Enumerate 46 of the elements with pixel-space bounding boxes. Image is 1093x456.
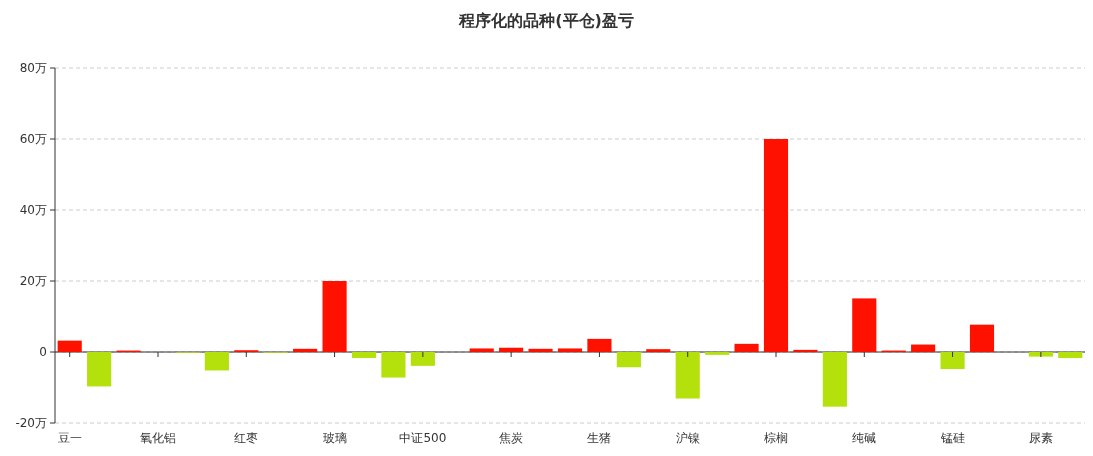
bar	[911, 344, 936, 352]
bar	[528, 348, 553, 352]
bar	[1058, 352, 1083, 359]
x-tick-label: 红枣	[234, 431, 259, 445]
x-tick-label: 纯碱	[852, 431, 877, 445]
x-tick-label: 中证500	[399, 431, 447, 445]
x-tick-label: 棕榈	[764, 431, 788, 445]
y-tick-label: 20万	[19, 274, 47, 288]
bar	[646, 349, 671, 352]
x-tick-label: 生猪	[587, 431, 612, 445]
y-tick-label: 60万	[19, 132, 47, 146]
bar	[616, 352, 641, 368]
bar	[675, 352, 700, 399]
y-tick-label: -20万	[15, 416, 47, 430]
bar	[57, 340, 82, 352]
bar	[793, 349, 818, 352]
bar	[705, 352, 730, 355]
x-tick-label: 氧化铝	[140, 431, 176, 445]
x-tick-label: 沪镍	[675, 431, 700, 445]
y-tick-label: 0	[39, 345, 47, 359]
y-tick-label: 40万	[19, 203, 47, 217]
bar	[381, 352, 406, 378]
bar	[822, 352, 847, 407]
bar	[587, 338, 612, 352]
bar	[204, 352, 229, 371]
bar	[469, 348, 494, 352]
chart-title: 程序化的品种(平仓)盈亏	[458, 11, 634, 30]
bar	[852, 298, 877, 352]
x-tick-label: 锰硅	[939, 431, 965, 445]
bar	[1028, 352, 1053, 357]
x-tick-label: 尿素	[1028, 431, 1053, 445]
y-tick-label: 80万	[19, 61, 47, 75]
bar	[763, 139, 789, 352]
bar	[940, 352, 965, 370]
bar	[87, 352, 112, 387]
bar	[293, 348, 318, 352]
bar	[499, 347, 524, 352]
x-tick-label: 豆一	[57, 431, 82, 445]
bar	[734, 343, 759, 352]
bar	[557, 348, 583, 352]
bar	[351, 352, 377, 359]
x-tick-label: 玻璃	[322, 431, 347, 445]
x-tick-label: 焦炭	[499, 431, 524, 445]
bar	[322, 281, 347, 352]
bar	[410, 352, 435, 366]
bar	[969, 324, 995, 352]
